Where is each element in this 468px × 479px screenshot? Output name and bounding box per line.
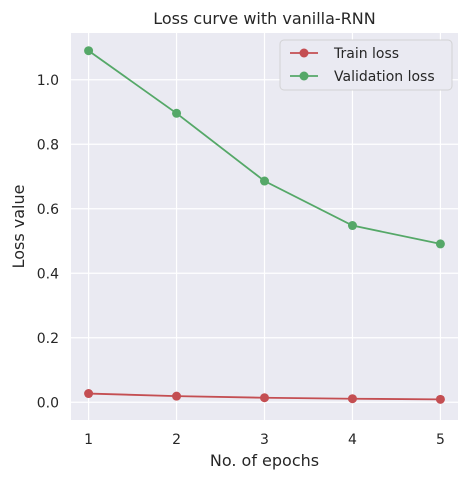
tick-labels: 1 2 3 4 5 0.0 0.2 0.4 0.6 0.8 1.0 [37,73,445,448]
legend-train-marker [299,48,309,58]
y-tick-label: 0.6 [37,202,59,218]
y-axis-label: Loss value [9,185,28,269]
y-tick-label: 0.0 [37,395,59,411]
chart-title: Loss curve with vanilla-RNN [153,9,376,28]
validation-loss-point [347,221,357,231]
y-tick-label: 0.8 [37,137,59,153]
legend: Train loss Validation loss [279,39,453,91]
legend-box [279,39,453,91]
series-layer [84,46,445,404]
train-loss-point [84,389,94,399]
x-tick-label: 3 [260,432,269,448]
train-loss-point [435,394,445,404]
y-tick-label: 0.4 [37,266,59,282]
x-tick-label: 5 [436,432,445,448]
y-tick-label: 1.0 [37,73,59,89]
legend-train-label: Train loss [333,46,399,62]
x-tick-label: 1 [84,432,93,448]
train-loss-point [260,393,269,403]
x-tick-label: 4 [348,432,357,448]
validation-loss-point [84,46,94,56]
validation-loss-point [172,108,182,118]
grid-lines [71,33,458,420]
validation-loss-point [435,239,445,249]
legend-validation-marker [299,71,309,81]
x-axis-label: No. of epochs [210,451,319,470]
train-loss-point [347,394,357,404]
y-tick-label: 0.2 [37,331,59,347]
legend-validation-label: Validation loss [334,69,435,85]
train-loss-point [172,391,182,401]
validation-loss-point [260,176,269,186]
x-tick-label: 2 [172,432,181,448]
